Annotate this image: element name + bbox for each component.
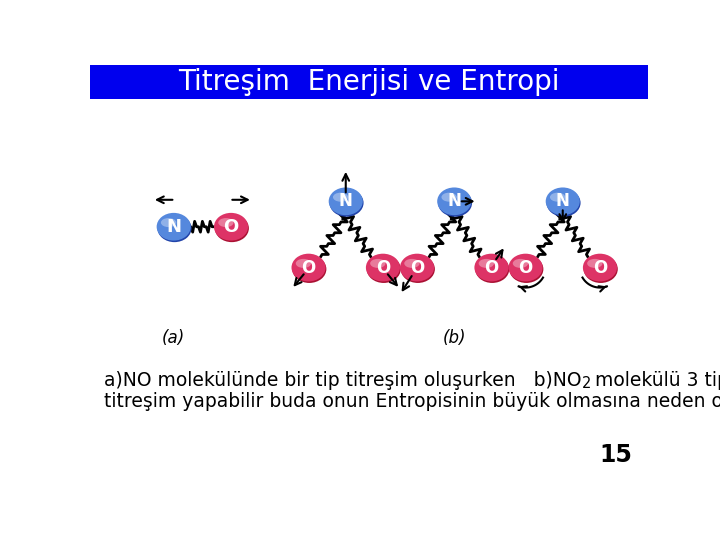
Text: N: N	[447, 192, 462, 210]
Text: O: O	[223, 218, 238, 236]
Ellipse shape	[550, 192, 565, 202]
Ellipse shape	[215, 215, 249, 242]
Ellipse shape	[366, 254, 400, 281]
Ellipse shape	[546, 188, 580, 215]
Ellipse shape	[330, 189, 364, 217]
Text: Titreşim  Enerjisi ve Entropi: Titreşim Enerjisi ve Entropi	[179, 68, 559, 96]
Text: O: O	[485, 259, 498, 276]
Text: a)NO molekülünde bir tip titreşim oluşurken   b)NO: a)NO molekülünde bir tip titreşim oluşur…	[104, 371, 582, 390]
Ellipse shape	[333, 192, 348, 202]
Text: O: O	[410, 259, 424, 276]
Ellipse shape	[475, 255, 509, 283]
Ellipse shape	[401, 255, 435, 283]
Ellipse shape	[588, 259, 603, 268]
Ellipse shape	[546, 189, 580, 217]
FancyBboxPatch shape	[90, 65, 648, 99]
Text: (a): (a)	[162, 330, 185, 347]
Ellipse shape	[584, 255, 618, 283]
Ellipse shape	[161, 218, 176, 227]
Ellipse shape	[508, 254, 543, 281]
Ellipse shape	[214, 213, 248, 241]
Text: (b): (b)	[443, 330, 466, 347]
Text: O: O	[593, 259, 607, 276]
Ellipse shape	[438, 189, 472, 217]
Ellipse shape	[158, 215, 192, 242]
Ellipse shape	[474, 254, 508, 281]
Text: 15: 15	[600, 443, 632, 467]
Ellipse shape	[400, 254, 434, 281]
Ellipse shape	[583, 254, 617, 281]
Ellipse shape	[296, 259, 311, 268]
Ellipse shape	[157, 213, 191, 241]
Text: 2: 2	[582, 376, 591, 391]
Ellipse shape	[292, 255, 326, 283]
Ellipse shape	[370, 259, 385, 268]
Text: molekülü 3 tip: molekülü 3 tip	[589, 371, 720, 390]
Text: O: O	[376, 259, 390, 276]
Text: titreşim yapabilir buda onun Entropisinin büyük olmasına neden olur.: titreşim yapabilir buda onun Entropisini…	[104, 392, 720, 411]
Ellipse shape	[441, 192, 456, 202]
Ellipse shape	[404, 259, 420, 268]
Ellipse shape	[329, 188, 363, 215]
Ellipse shape	[366, 255, 401, 283]
Ellipse shape	[513, 259, 528, 268]
Text: O: O	[518, 259, 533, 276]
Ellipse shape	[437, 188, 472, 215]
Text: N: N	[166, 218, 181, 236]
Ellipse shape	[479, 259, 494, 268]
Text: N: N	[339, 192, 353, 210]
Ellipse shape	[292, 254, 325, 281]
Text: N: N	[556, 192, 570, 210]
Text: O: O	[302, 259, 315, 276]
Ellipse shape	[218, 218, 233, 227]
Ellipse shape	[509, 255, 544, 283]
